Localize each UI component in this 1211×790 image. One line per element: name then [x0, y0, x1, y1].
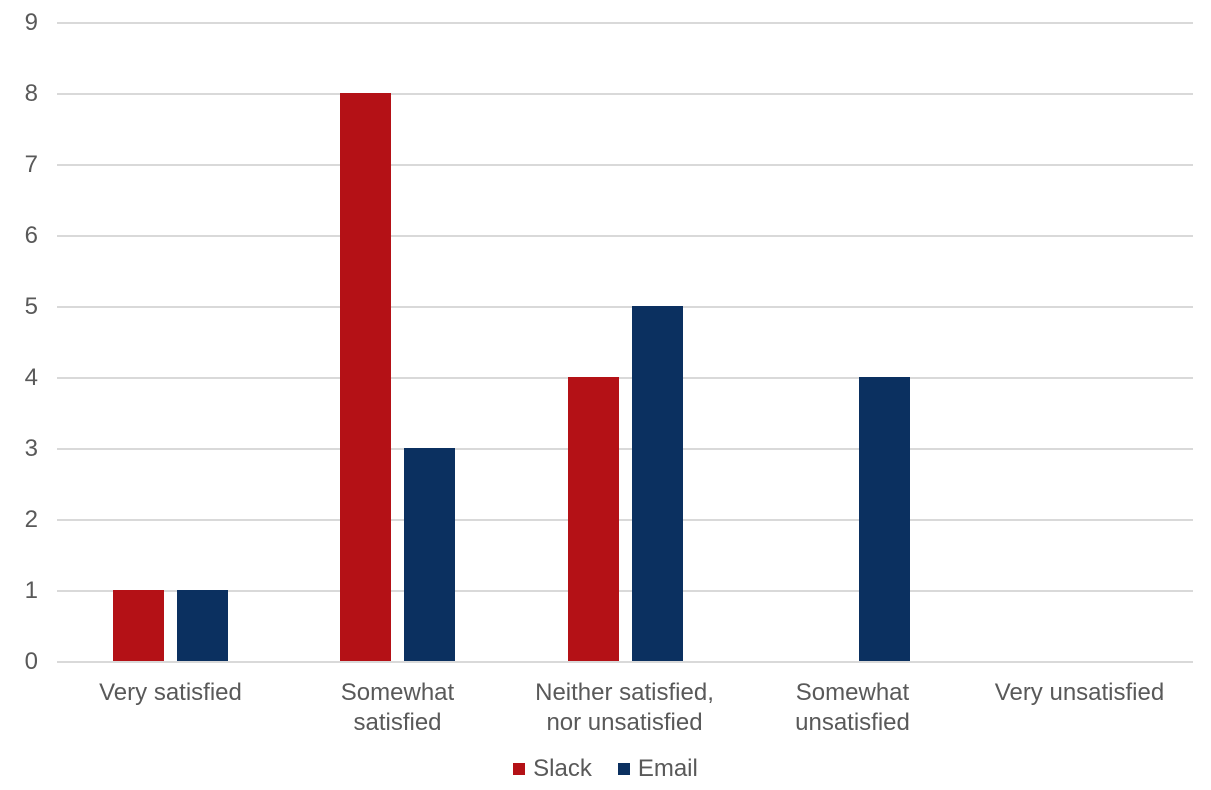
x-axis-label: Somewhat satisfied: [340, 679, 455, 736]
gridline: [57, 235, 1193, 237]
y-tick-label: 4: [24, 364, 38, 391]
y-tick-label: 7: [24, 151, 38, 178]
legend-label-email: Email: [637, 755, 698, 782]
gridline: [57, 590, 1193, 592]
email-bar: [632, 306, 683, 661]
x-axis-label: Very unsatisfied: [994, 679, 1165, 706]
gridline: [57, 519, 1193, 521]
x-axis-label: Neither satisfied, nor unsatisfied: [535, 679, 714, 736]
gridline: [57, 22, 1193, 24]
legend-entry-email: Email: [617, 755, 698, 783]
legend-swatch-slack: [513, 763, 526, 775]
email-bar: [404, 448, 455, 661]
y-tick-label: 1: [24, 577, 38, 604]
gridline: [57, 164, 1193, 166]
email-bar: [859, 377, 910, 661]
legend-swatch-email: [617, 763, 630, 775]
y-tick-label: 9: [24, 9, 38, 36]
y-tick-label: 8: [24, 80, 38, 107]
gridline: [57, 377, 1193, 379]
slack-bar: [340, 93, 391, 661]
gridline: [57, 661, 1193, 663]
y-tick-label: 0: [24, 648, 38, 675]
gridline: [57, 306, 1193, 308]
y-tick-label: 2: [24, 506, 38, 533]
slack-bar: [113, 590, 164, 661]
x-axis-label: Somewhat unsatisfied: [795, 679, 910, 736]
y-tick-label: 5: [24, 293, 38, 320]
x-axis-label: Very satisfied: [99, 679, 242, 706]
legend-entry-slack: Slack: [513, 755, 592, 783]
y-tick-label: 3: [24, 435, 38, 462]
email-bar: [177, 590, 228, 661]
gridline: [57, 448, 1193, 450]
legend: Slack Email: [0, 755, 1211, 783]
legend-label-slack: Slack: [533, 755, 592, 782]
gridline: [57, 93, 1193, 95]
y-tick-label: 6: [24, 222, 38, 249]
slack-bar: [568, 377, 619, 661]
